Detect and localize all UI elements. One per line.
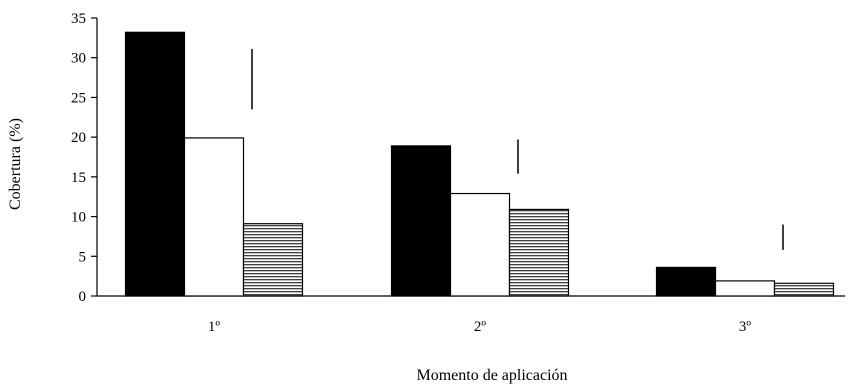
- y-tick-label: 10: [71, 210, 86, 226]
- bar-series-3-2: [508, 208, 570, 297]
- y-axis-label: Cobertura (%): [7, 118, 24, 210]
- y-tick-label: 15: [71, 170, 86, 186]
- bar-series-1-1: [124, 31, 186, 297]
- y-tick-label: 35: [71, 11, 86, 27]
- y-tick-label: 0: [79, 289, 87, 305]
- bar-series-2-1: [183, 137, 245, 297]
- x-tick-label: 3º: [739, 319, 752, 335]
- x-tick-label: 1º: [208, 319, 221, 335]
- y-tick-label: 5: [79, 249, 87, 265]
- y-tick-label: 30: [71, 51, 86, 67]
- bar-series-1-2: [390, 145, 452, 297]
- plot-area: 0 5 10 15 20 25 30 35 1º 2º 3º: [71, 11, 845, 335]
- x-tick-label: 2º: [474, 319, 487, 335]
- bar-series-1-3: [655, 266, 717, 297]
- bar-series-2-2: [449, 192, 511, 297]
- x-axis-label: Momento de aplicación: [416, 367, 567, 384]
- bar-series-3-1: [242, 223, 304, 297]
- y-tick-label: 25: [71, 90, 86, 106]
- bar-series-3-3: [773, 282, 835, 297]
- y-tick-label: 20: [71, 130, 86, 146]
- bar-series-2-3: [714, 280, 776, 297]
